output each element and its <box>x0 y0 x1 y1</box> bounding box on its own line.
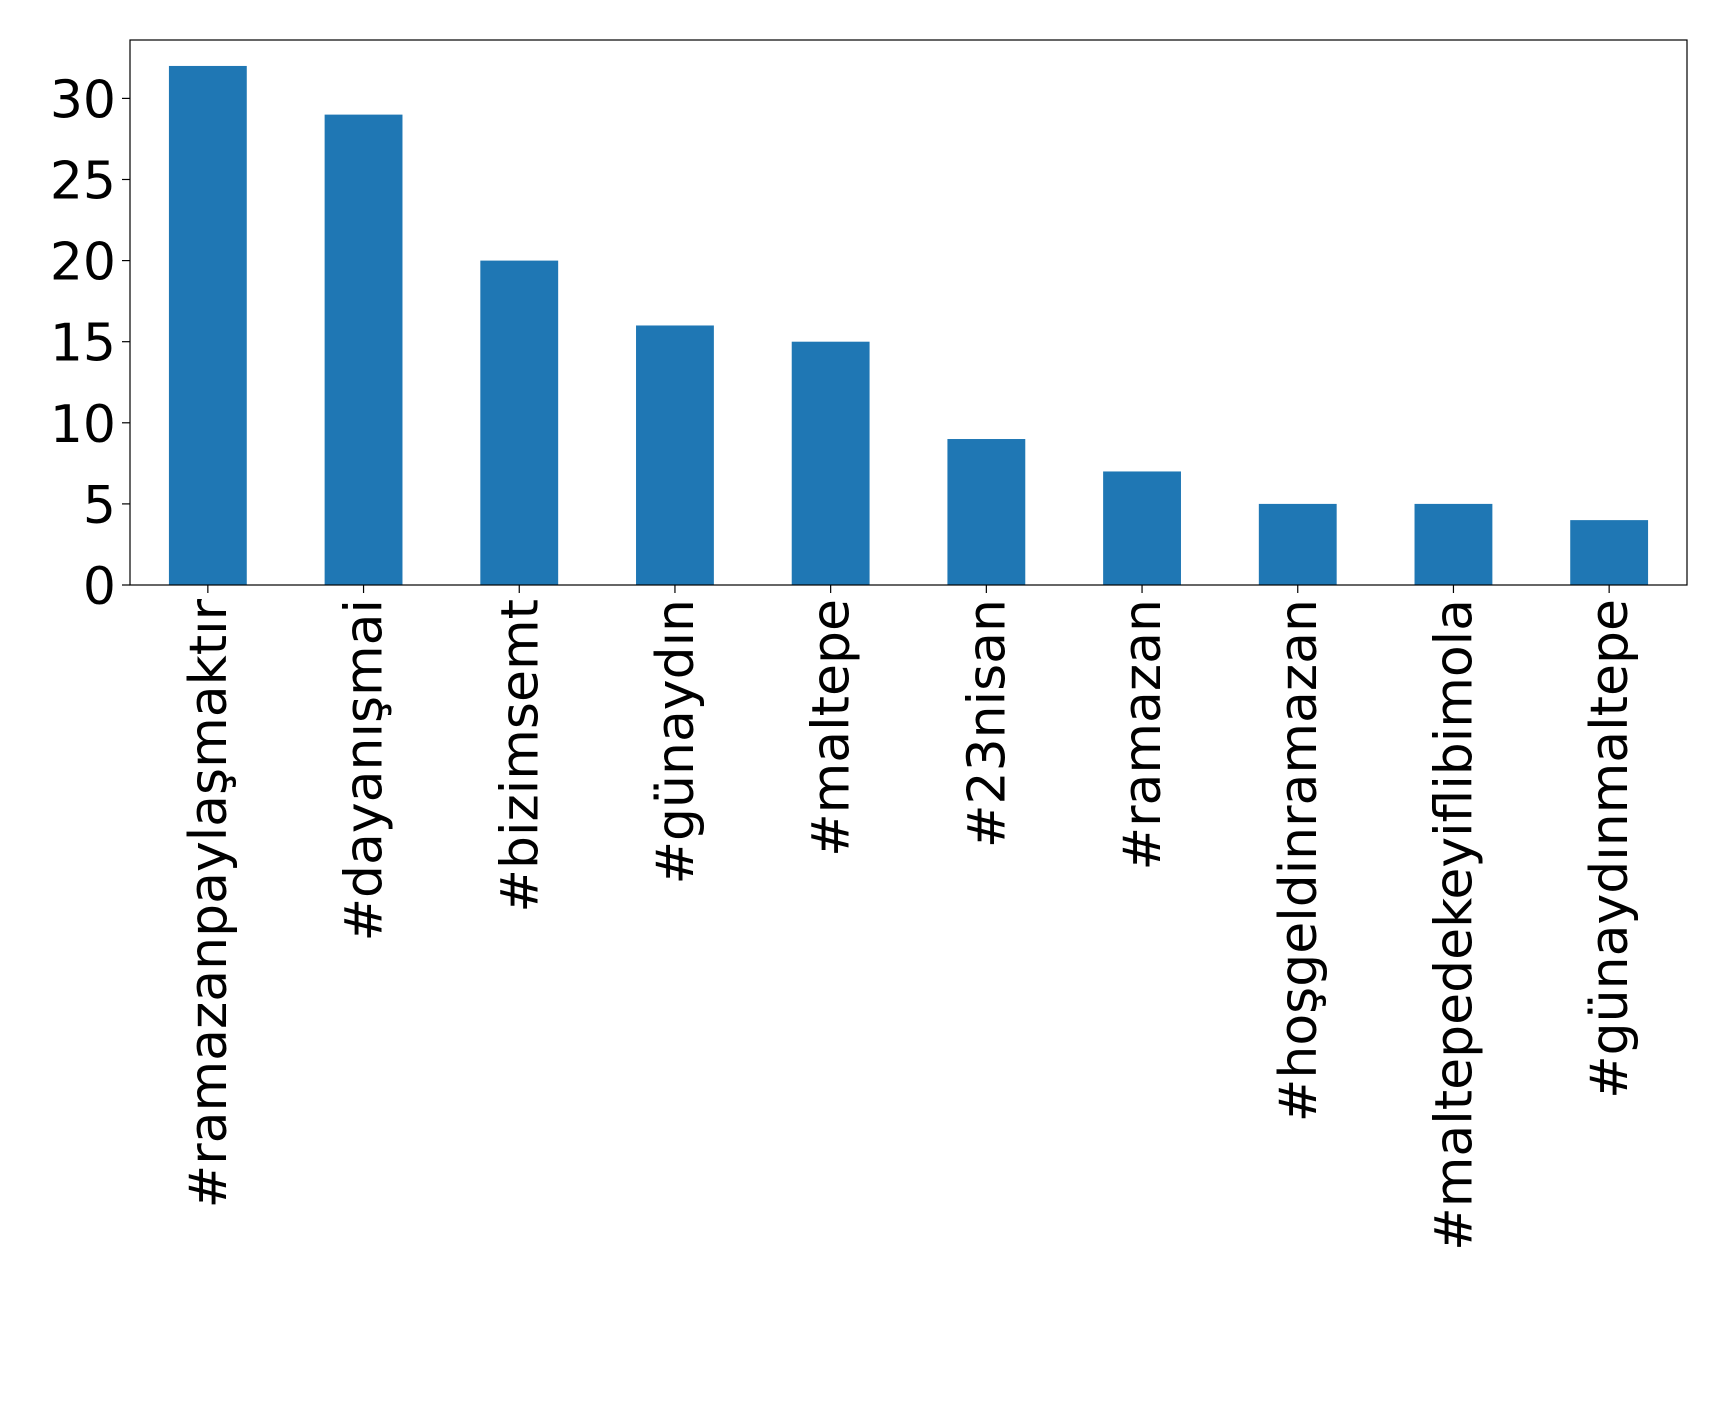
y-tick-label: 25 <box>50 151 116 211</box>
x-tick-label: #ramazan <box>1113 599 1173 870</box>
x-tick-label: #maltepedekeyiflibimola <box>1424 599 1484 1251</box>
x-tick-label: #23nisan <box>957 599 1017 848</box>
x-tick-label: #günaydınmaltepe <box>1580 599 1640 1099</box>
bar <box>1103 471 1181 585</box>
x-tick-label: #hoşgeldinramazan <box>1269 599 1329 1122</box>
bar <box>947 439 1026 585</box>
y-tick-label: 0 <box>83 557 116 617</box>
bar <box>1414 503 1493 585</box>
x-tick-label: #ramazanpaylaşmaktır <box>179 598 239 1208</box>
x-tick-label: #bizimsemt <box>490 599 550 913</box>
y-tick-label: 30 <box>50 70 116 130</box>
x-tick-label: #dayanışmai <box>335 599 395 942</box>
y-tick-label: 10 <box>50 395 116 455</box>
plot-frame <box>129 39 1688 586</box>
y-tick-label: 20 <box>50 233 116 293</box>
bar <box>1258 503 1337 585</box>
x-tick-label: #maltepe <box>802 599 862 857</box>
bar <box>1570 520 1649 585</box>
bar <box>636 325 714 585</box>
bar <box>168 65 247 585</box>
y-tick-label: 5 <box>83 476 116 536</box>
bar <box>480 260 559 585</box>
x-tick-label: #günaydın <box>646 599 706 885</box>
bar <box>324 114 403 585</box>
bar <box>791 341 870 585</box>
y-tick-label: 15 <box>50 314 116 374</box>
